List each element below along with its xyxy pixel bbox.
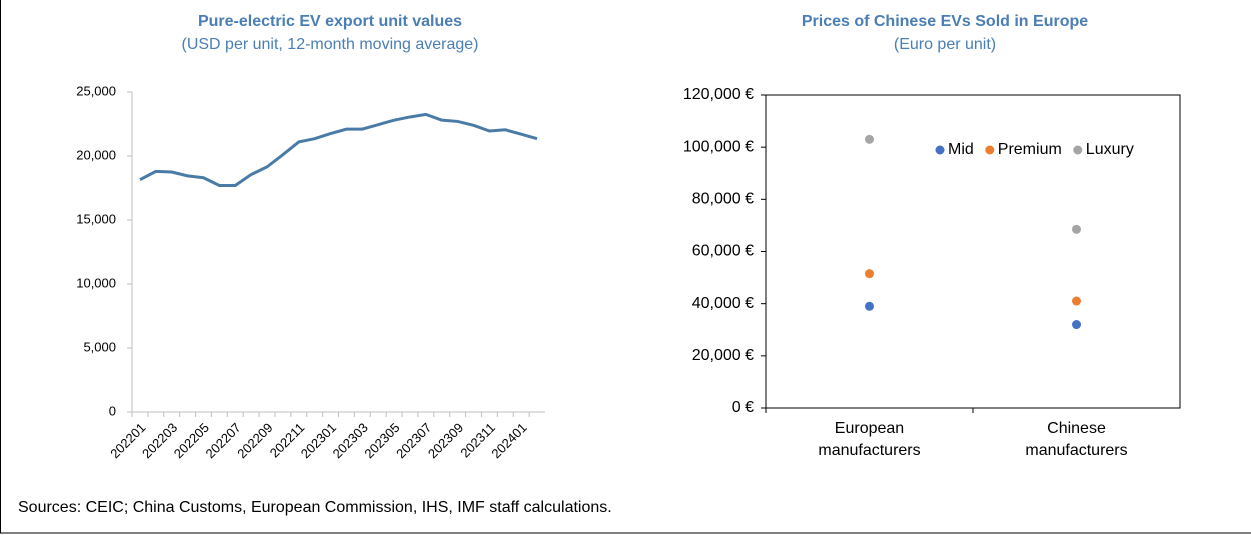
legend-label: Mid [948, 141, 974, 158]
y-tick-label: 100,000 € [683, 138, 754, 155]
y-tick-label: 80,000 € [692, 191, 754, 208]
y-tick-label: 0 € [732, 399, 754, 416]
line [139, 112, 538, 187]
chart-title: Prices of Chinese EVs Sold in Europe [802, 13, 1088, 30]
dot [865, 134, 874, 144]
x-tick-label: 202309 [425, 420, 466, 461]
y-tick-label: 20,000 [76, 147, 116, 162]
legend-marker [935, 145, 945, 155]
y-tick-label: 20,000 € [692, 347, 754, 364]
y-tick-label: 0 [109, 403, 116, 418]
x-tick-label: Chinese manufacturers [1025, 420, 1128, 459]
legend-marker [1073, 145, 1083, 155]
x-tick-label: 202209 [234, 420, 275, 461]
chart-title: Pure-electric EV export unit values [198, 13, 462, 30]
y-tick-label: 5,000 [83, 339, 116, 354]
chart-subtitle: (Euro per unit) [894, 36, 996, 53]
dot [1072, 296, 1081, 306]
y-tick-label: 60,000 € [692, 243, 754, 260]
y-tick-label: 40,000 € [692, 295, 754, 312]
chart-subtitle: (USD per unit, 12-month moving average) [181, 36, 478, 53]
dot [1072, 320, 1081, 330]
dot [865, 301, 874, 311]
legend-label: Luxury [1086, 141, 1134, 158]
y-tick-label: 120,000 € [683, 86, 754, 103]
source-note: Sources: CEIC; China Customs, European C… [18, 499, 612, 516]
y-tick-label: 25,000 [76, 83, 116, 98]
legend-marker [985, 145, 995, 155]
dot [1072, 224, 1081, 234]
dot [865, 269, 874, 279]
y-tick-label: 15,000 [76, 211, 116, 226]
x-tick-label: 202401 [488, 420, 529, 461]
x-tick-label: European manufacturers [818, 420, 921, 459]
y-tick-label: 10,000 [76, 275, 116, 290]
legend-label: Premium [998, 141, 1062, 158]
